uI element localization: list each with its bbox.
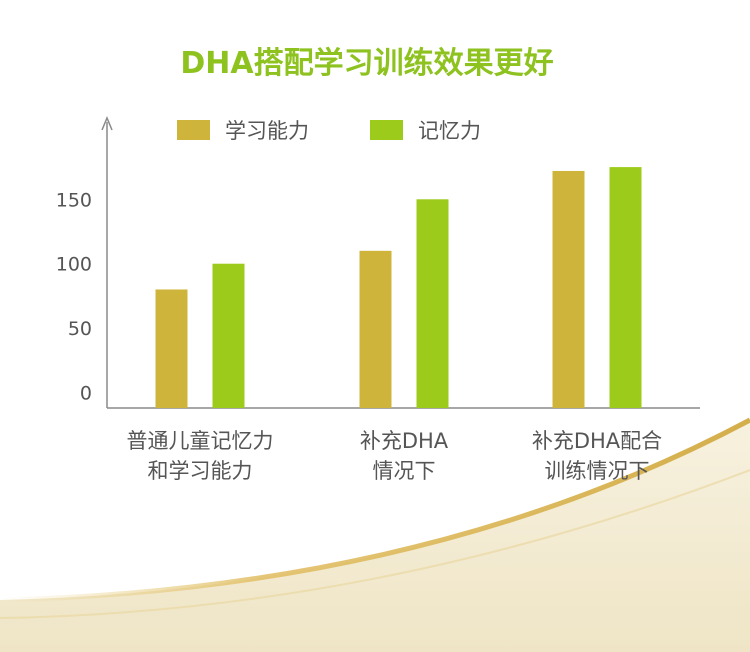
y-tick-label: 100 — [56, 254, 92, 276]
x-category-label: 训练情况下 — [545, 459, 650, 483]
bar-learning-2 — [552, 170, 585, 408]
y-tick-label: 150 — [56, 189, 92, 211]
y-tick-label: 0 — [80, 383, 92, 405]
decorative-swoosh — [0, 417, 750, 652]
bar-learning-1 — [359, 250, 392, 408]
bars — [155, 167, 642, 408]
x-category-label: 普通儿童记忆力 — [127, 429, 274, 453]
y-tick-label: 50 — [68, 318, 92, 340]
y-tick-labels: 0 50 100 150 — [56, 189, 92, 404]
legend-label-learning: 学习能力 — [225, 119, 309, 143]
bar-memory-0 — [212, 263, 245, 408]
chart-title: DHA搭配学习训练效果更好 — [180, 46, 553, 81]
x-category-label: 情况下 — [373, 459, 436, 483]
x-category-label: 和学习能力 — [148, 459, 253, 483]
bar-learning-0 — [155, 289, 188, 408]
y-axis-arrow — [101, 116, 113, 131]
x-category-label: 补充DHA — [360, 429, 449, 453]
legend-swatch-learning — [177, 120, 210, 140]
legend: 学习能力 记忆力 — [177, 119, 481, 143]
legend-label-memory: 记忆力 — [418, 119, 481, 143]
legend-swatch-memory — [370, 120, 403, 140]
x-category-label: 补充DHA配合 — [532, 429, 662, 453]
bar-memory-2 — [609, 167, 642, 408]
bar-memory-1 — [416, 199, 449, 408]
axes — [101, 116, 700, 409]
